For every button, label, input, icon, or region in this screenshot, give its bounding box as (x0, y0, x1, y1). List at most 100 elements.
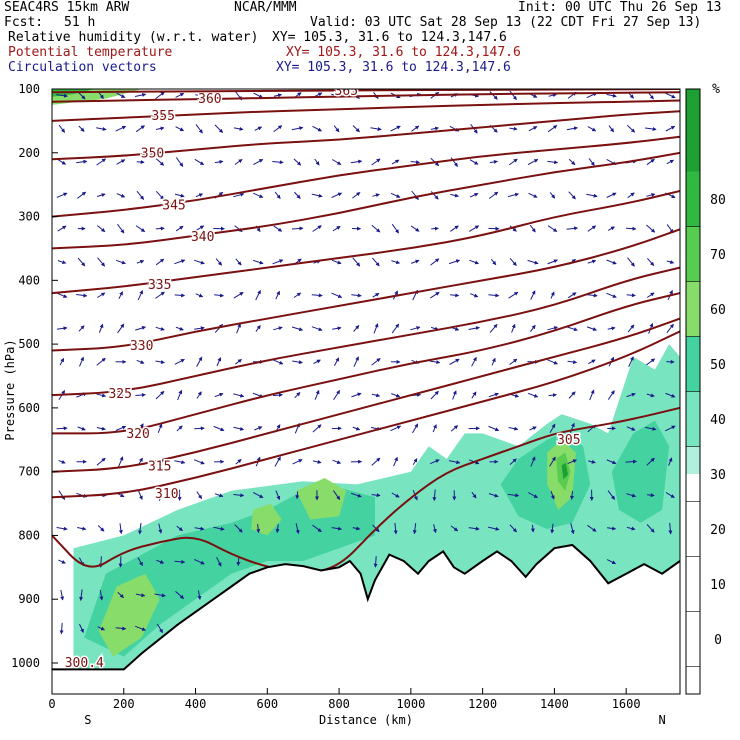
circulation-vector (194, 326, 205, 331)
circulation-vector (646, 524, 655, 533)
circulation-vector (448, 460, 461, 465)
circulation-vector (255, 324, 261, 332)
circulation-vector (272, 160, 284, 165)
circulation-vector (155, 190, 165, 200)
theta-label-305: 305 (557, 433, 580, 448)
circulation-vector (138, 522, 143, 535)
circulation-vector (588, 359, 596, 365)
circulation-vector (272, 259, 284, 265)
circulation-vector (216, 556, 222, 567)
circulation-vector (174, 358, 185, 365)
y-tick-label: 1000 (11, 656, 40, 670)
circulation-vector (372, 257, 380, 267)
circulation-vector (547, 160, 559, 165)
circulation-vector (56, 526, 68, 531)
circulation-vector (175, 591, 185, 599)
theta-label-335: 335 (148, 278, 171, 293)
theta-contour-350 (52, 110, 680, 161)
circulation-vector (58, 490, 66, 500)
circulation-vector (116, 193, 126, 198)
colorbar: 80 70 60 50 40 30 20 10 0% (685, 82, 726, 695)
theta-contour-360 (52, 91, 680, 103)
circulation-vector (488, 191, 499, 199)
circulation-vector (155, 91, 165, 100)
circulation-vector (566, 326, 578, 332)
theta-contour-340 (52, 151, 680, 250)
circulation-vector (530, 324, 536, 333)
x-tick-label: 1400 (540, 697, 569, 711)
theta-contour-315 (52, 317, 680, 473)
circulation-vector (509, 524, 517, 533)
circulation-vector (155, 126, 165, 131)
circulation-vector (509, 257, 517, 267)
circulation-vector (509, 458, 517, 465)
x-tick-label: 1000 (396, 697, 425, 711)
circulation-vector (97, 257, 106, 267)
field-vector-xy: XY= 105.3, 31.6 to 124.3,147.6 (276, 60, 511, 75)
circulation-vector (96, 357, 106, 366)
circulation-vector (432, 424, 437, 433)
circulation-vector (527, 259, 539, 265)
circulation-vector (214, 91, 223, 100)
circulation-vector (351, 492, 362, 498)
circulation-vector (570, 522, 575, 535)
circulation-vector (214, 124, 224, 133)
circulation-vector (507, 192, 520, 198)
x-tick-label: 1200 (468, 697, 497, 711)
circulation-vector (77, 426, 86, 431)
circulation-vector (138, 490, 143, 501)
circulation-vector (273, 225, 283, 232)
circulation-vector (627, 324, 635, 333)
circulation-vector (96, 457, 106, 466)
circulation-vector (79, 623, 84, 634)
circulation-vector (274, 191, 281, 200)
circulation-vector (410, 225, 420, 232)
y-tick-label: 200 (18, 146, 40, 160)
circulation-vector (57, 260, 67, 265)
circulation-vector (646, 393, 655, 398)
circulation-vector (666, 159, 675, 165)
circulation-vector (295, 523, 300, 535)
circulation-vector (625, 459, 638, 464)
circulation-vector (194, 225, 205, 232)
circulation-vector (97, 626, 106, 631)
circulation-vector (468, 225, 480, 232)
circulation-vector (449, 293, 460, 298)
theta-label-315: 315 (148, 460, 171, 475)
circulation-vector (371, 358, 381, 366)
circulation-vector (469, 159, 479, 165)
circulation-vector (60, 589, 65, 601)
circulation-vector (292, 459, 303, 465)
circulation-vector (196, 391, 202, 399)
circulation-vector (548, 393, 557, 398)
circulation-vector (96, 127, 107, 131)
circulation-vector (430, 258, 440, 266)
circulation-vector (450, 193, 459, 198)
circulation-vector (626, 226, 637, 231)
circulation-vector (59, 622, 64, 635)
x-tick-label: 0 (48, 697, 55, 711)
circulation-vector (176, 525, 184, 532)
circulation-vector (393, 522, 398, 535)
circulation-vector (350, 159, 363, 164)
circulation-vector (391, 323, 400, 334)
theta-contour-345 (52, 135, 680, 218)
circulation-vector (274, 456, 281, 467)
rh-region-1 (84, 487, 376, 657)
circulation-vector (273, 125, 283, 133)
circulation-vector (58, 559, 66, 564)
circulation-vector (193, 459, 205, 465)
circulation-vector (548, 93, 557, 98)
circulation-vector (78, 325, 85, 332)
circulation-vector (56, 192, 68, 198)
colorbar-label: 20 (710, 523, 726, 538)
circulation-vector (352, 426, 361, 431)
circulation-vector (547, 225, 558, 232)
theta-contour-335 (52, 190, 680, 295)
circulation-vector (411, 190, 419, 201)
circulation-vector (606, 192, 617, 198)
circulation-vector (645, 426, 657, 431)
colorbar-band-1 (686, 171, 700, 227)
y-tick-label: 100 (18, 82, 40, 96)
y-tick-label: 400 (18, 273, 40, 287)
